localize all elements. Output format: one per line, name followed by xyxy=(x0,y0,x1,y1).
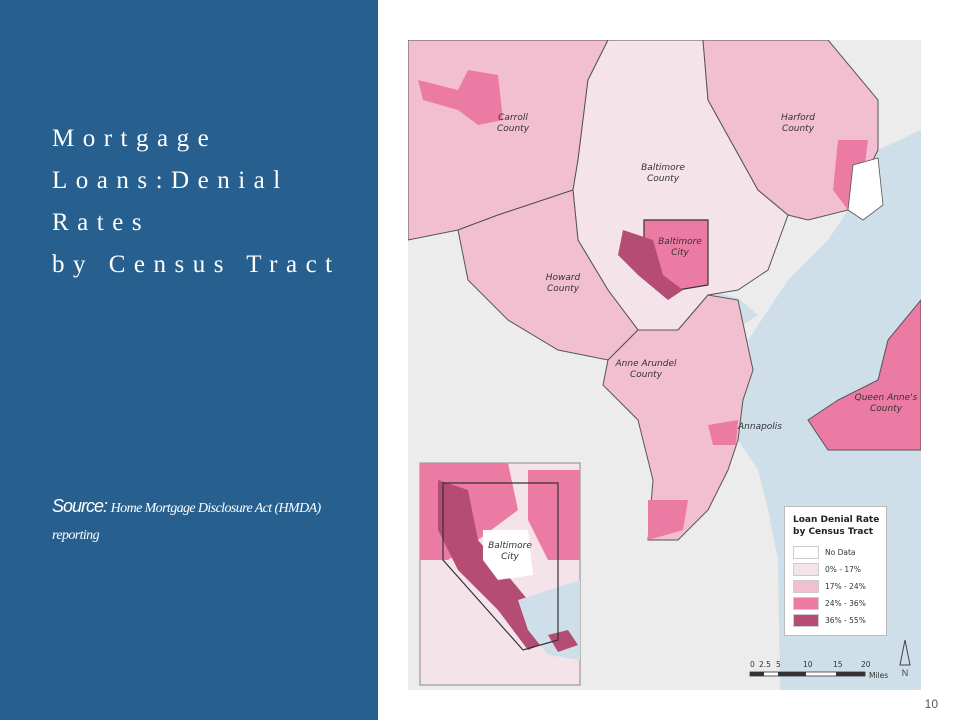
title-line: Rates xyxy=(52,209,151,236)
anne-arundel-county xyxy=(602,294,754,541)
legend-swatch xyxy=(793,597,819,610)
harford-hotspot xyxy=(833,140,868,210)
label-carroll: Carroll County xyxy=(497,113,530,134)
page-number: 10 xyxy=(924,697,938,711)
legend-swatch xyxy=(793,614,819,627)
label-queen-annes: Queen Anne's County xyxy=(855,393,918,414)
label-baltimore-county: Baltimore County xyxy=(641,163,685,184)
carroll-hotspot xyxy=(418,70,503,125)
legend-item: 24% - 36% xyxy=(793,595,886,612)
map-legend: Loan Denial Rate by Census Tract No Data … xyxy=(784,506,887,636)
north-arrow-icon: N xyxy=(899,639,911,678)
aberdeen-proving-ground xyxy=(847,157,884,221)
annapolis-area xyxy=(708,420,738,445)
baltimore-city-inset xyxy=(419,462,581,686)
source-note: Source: Home Mortgage Disclosure Act (HM… xyxy=(52,493,342,549)
label-annapolis: Annapolis xyxy=(737,422,782,432)
city-core xyxy=(618,230,683,300)
legend-item: 17% - 24% xyxy=(793,578,886,595)
source-text: Home Mortgage Disclosure Act (HMDA) repo… xyxy=(52,501,321,543)
label-harford: Harford County xyxy=(781,113,815,134)
title-panel: Mortgage Loans:Denial Rates by Census Tr… xyxy=(0,0,378,720)
legend-item: 0% - 17% xyxy=(793,561,886,578)
svg-text:N: N xyxy=(902,668,909,678)
label-anne-arundel: Anne Arundel County xyxy=(615,359,677,380)
label-baltimore-city: Baltimore City xyxy=(658,237,702,258)
title-line: by Census Tract xyxy=(52,251,341,278)
scale-bar xyxy=(749,671,866,677)
legend-swatch xyxy=(793,546,819,559)
queen-annes-county xyxy=(807,299,921,451)
legend-item: No Data xyxy=(793,544,886,561)
legend-swatch xyxy=(793,580,819,593)
title-line: Mortgage xyxy=(52,125,218,152)
label-howard: Howard County xyxy=(546,273,581,294)
legend-title: Loan Denial Rate by Census Tract xyxy=(793,515,880,537)
label-inset-city: Baltimore City xyxy=(488,541,532,562)
harford-county xyxy=(702,40,879,221)
slide-title: Mortgage Loans:Denial Rates by Census Tr… xyxy=(52,118,341,286)
legend-item: 36% - 55% xyxy=(793,612,886,629)
title-line: Loans:Denial xyxy=(52,167,289,194)
south-aa-hotspot xyxy=(648,500,688,540)
source-label: Source: xyxy=(52,496,108,516)
legend-swatch xyxy=(793,563,819,576)
